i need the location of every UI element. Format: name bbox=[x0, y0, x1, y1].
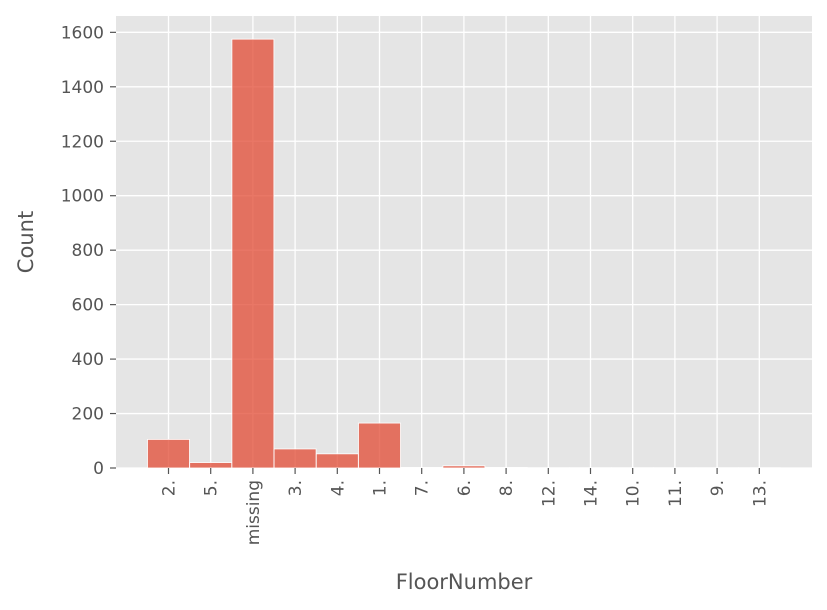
y-axis-ticks: 0 200 400 600 800 1000 1200 1400 1600 bbox=[61, 23, 116, 479]
x-tick-label: 7. bbox=[413, 480, 433, 496]
x-tick-label: 14. bbox=[582, 480, 602, 507]
x-tick-label: 6. bbox=[455, 480, 475, 496]
y-tick-label: 200 bbox=[72, 405, 104, 425]
y-tick-label: 800 bbox=[72, 241, 104, 261]
bars bbox=[147, 38, 781, 469]
y-axis-label: Count bbox=[14, 211, 38, 273]
x-tick-label: 12. bbox=[539, 480, 559, 507]
bar bbox=[400, 467, 444, 469]
y-tick-label: 600 bbox=[72, 296, 104, 316]
x-tick-label: 8. bbox=[497, 480, 517, 496]
y-tick-label: 1000 bbox=[61, 187, 104, 207]
x-tick-label: 1. bbox=[371, 480, 391, 496]
bar bbox=[273, 448, 317, 469]
y-tick-label: 400 bbox=[72, 350, 104, 370]
x-tick-label: 4. bbox=[328, 480, 348, 496]
bar bbox=[442, 465, 486, 469]
x-tick-label: 2. bbox=[160, 480, 180, 496]
y-tick-label: 1200 bbox=[61, 132, 104, 152]
y-tick-label: 1600 bbox=[61, 23, 104, 43]
x-axis-ticks: 2. 5. missing 3. 4. 1. 7. 6. 8. 12. 14. 10. 11. 9. 13. bbox=[160, 468, 770, 545]
y-tick-label: 1400 bbox=[61, 78, 104, 98]
bar bbox=[358, 422, 401, 469]
x-tick-label: 10. bbox=[624, 480, 644, 507]
bar bbox=[484, 467, 528, 469]
bar bbox=[147, 439, 190, 469]
x-tick-label: 5. bbox=[202, 480, 222, 496]
x-tick-label: missing bbox=[244, 480, 264, 545]
x-tick-label: 11. bbox=[666, 480, 686, 507]
x-tick-label: 3. bbox=[286, 480, 306, 496]
bar bbox=[315, 453, 359, 469]
bar bbox=[189, 462, 233, 469]
y-tick-label: 0 bbox=[93, 459, 104, 479]
x-tick-label: 13. bbox=[750, 480, 770, 507]
x-tick-label: 9. bbox=[708, 480, 728, 496]
bar bbox=[231, 38, 275, 469]
x-axis-label: FloorNumber bbox=[396, 570, 533, 594]
